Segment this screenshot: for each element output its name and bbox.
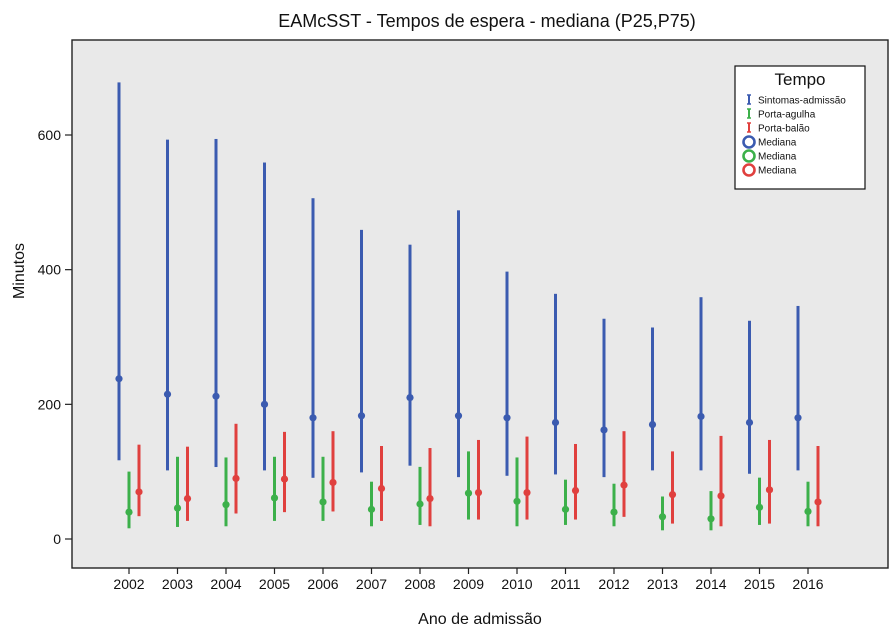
error-bars <box>115 82 822 531</box>
median-point <box>280 475 289 483</box>
median-point <box>745 418 754 427</box>
median-point <box>668 490 677 499</box>
legend-box <box>734 65 866 190</box>
x-tick-label: 2005 <box>259 576 290 592</box>
x-tick-label: 2006 <box>307 576 338 592</box>
legend-circle-symbol <box>742 149 756 163</box>
x-tick-label: 2008 <box>404 576 435 592</box>
legend-item: Mediana <box>742 135 797 149</box>
median-point <box>416 500 424 508</box>
legend-items: Sintomas-admissão Porta-agulha Porta-balão… <box>742 94 846 177</box>
x-tick-label: 2009 <box>453 576 484 592</box>
median-point <box>551 418 560 427</box>
legend-label: Sintomas-admissão <box>758 96 846 107</box>
series-0 <box>115 82 802 478</box>
legend-item: Porta-agulha <box>747 108 816 121</box>
median-point <box>115 375 123 383</box>
median-point <box>804 507 812 515</box>
x-tick-label: 2013 <box>647 576 678 592</box>
median-point <box>222 501 230 509</box>
median-point <box>270 494 279 502</box>
y-tick-label: 400 <box>38 262 62 278</box>
median-point <box>464 489 473 497</box>
legend-item: Mediana <box>742 149 797 163</box>
median-point <box>260 400 269 408</box>
legend-label: Mediana <box>758 166 797 177</box>
y-tick-label: 600 <box>38 127 62 143</box>
y-axis: 0 200 400 600 <box>38 127 72 547</box>
legend-item: Mediana <box>742 163 797 177</box>
chart-title: EAMcSST - Tempos de espera - mediana (P2… <box>278 11 696 31</box>
median-point <box>561 505 570 513</box>
x-tick-label: 2004 <box>210 576 241 592</box>
x-tick-label: 2014 <box>695 576 726 592</box>
series-2 <box>135 423 822 527</box>
x-tick-label: 2007 <box>356 576 387 592</box>
median-point <box>571 486 580 495</box>
median-point <box>454 412 463 420</box>
median-point <box>697 412 705 421</box>
x-tick-label: 2016 <box>792 576 823 592</box>
median-point <box>503 414 511 422</box>
median-point <box>523 488 531 497</box>
x-axis: 2002 2003 2004 2005 2006 2007 2008 2009 2010 2011… <box>113 568 824 592</box>
legend-circle-symbol <box>742 135 756 149</box>
legend-label: Mediana <box>758 152 797 163</box>
median-point <box>135 488 143 496</box>
legend-label: Porta-balão <box>758 124 810 135</box>
median-point <box>600 426 608 434</box>
x-tick-label: 2002 <box>113 576 144 592</box>
legend-circle-symbol <box>742 163 756 177</box>
legend-item: Sintomas-admissão <box>747 94 846 107</box>
median-point <box>232 474 240 482</box>
median-point <box>474 488 483 497</box>
median-point <box>377 484 386 493</box>
median-point <box>717 492 725 500</box>
x-axis-label: Ano de admissão <box>418 611 542 628</box>
median-point <box>755 503 764 511</box>
median-point <box>319 498 327 506</box>
median-point <box>173 504 182 512</box>
y-axis-label: Minutos <box>11 243 28 299</box>
x-tick-label: 2010 <box>501 576 532 592</box>
legend-label: Porta-agulha <box>758 110 816 121</box>
median-point <box>309 414 317 422</box>
legend-label: Mediana <box>758 138 797 149</box>
median-point <box>610 508 618 516</box>
legend-item: Porta-balão <box>747 122 810 135</box>
median-point <box>367 505 376 513</box>
median-point <box>183 495 192 503</box>
median-point <box>658 513 667 521</box>
median-point <box>648 420 657 429</box>
x-tick-label: 2003 <box>162 576 193 592</box>
x-tick-label: 2012 <box>598 576 629 592</box>
series-1 <box>125 451 812 531</box>
y-tick-label: 200 <box>38 396 62 412</box>
median-point <box>794 414 802 422</box>
median-point <box>620 481 628 489</box>
median-point <box>125 508 133 516</box>
median-point <box>426 495 434 503</box>
median-point <box>329 478 337 487</box>
median-point <box>707 515 715 523</box>
x-tick-label: 2015 <box>744 576 775 592</box>
median-point <box>513 497 521 505</box>
y-tick-label: 0 <box>53 531 61 547</box>
median-point <box>406 394 414 402</box>
x-tick-label: 2011 <box>550 576 580 592</box>
median-point <box>814 498 822 506</box>
legend-title: Tempo <box>774 70 825 89</box>
median-point <box>212 392 220 400</box>
median-point <box>163 390 172 398</box>
median-point <box>765 486 774 494</box>
median-point <box>357 412 366 420</box>
legend: Tempo Sintomas-admissão Porta-agulha Porta… <box>734 65 866 190</box>
